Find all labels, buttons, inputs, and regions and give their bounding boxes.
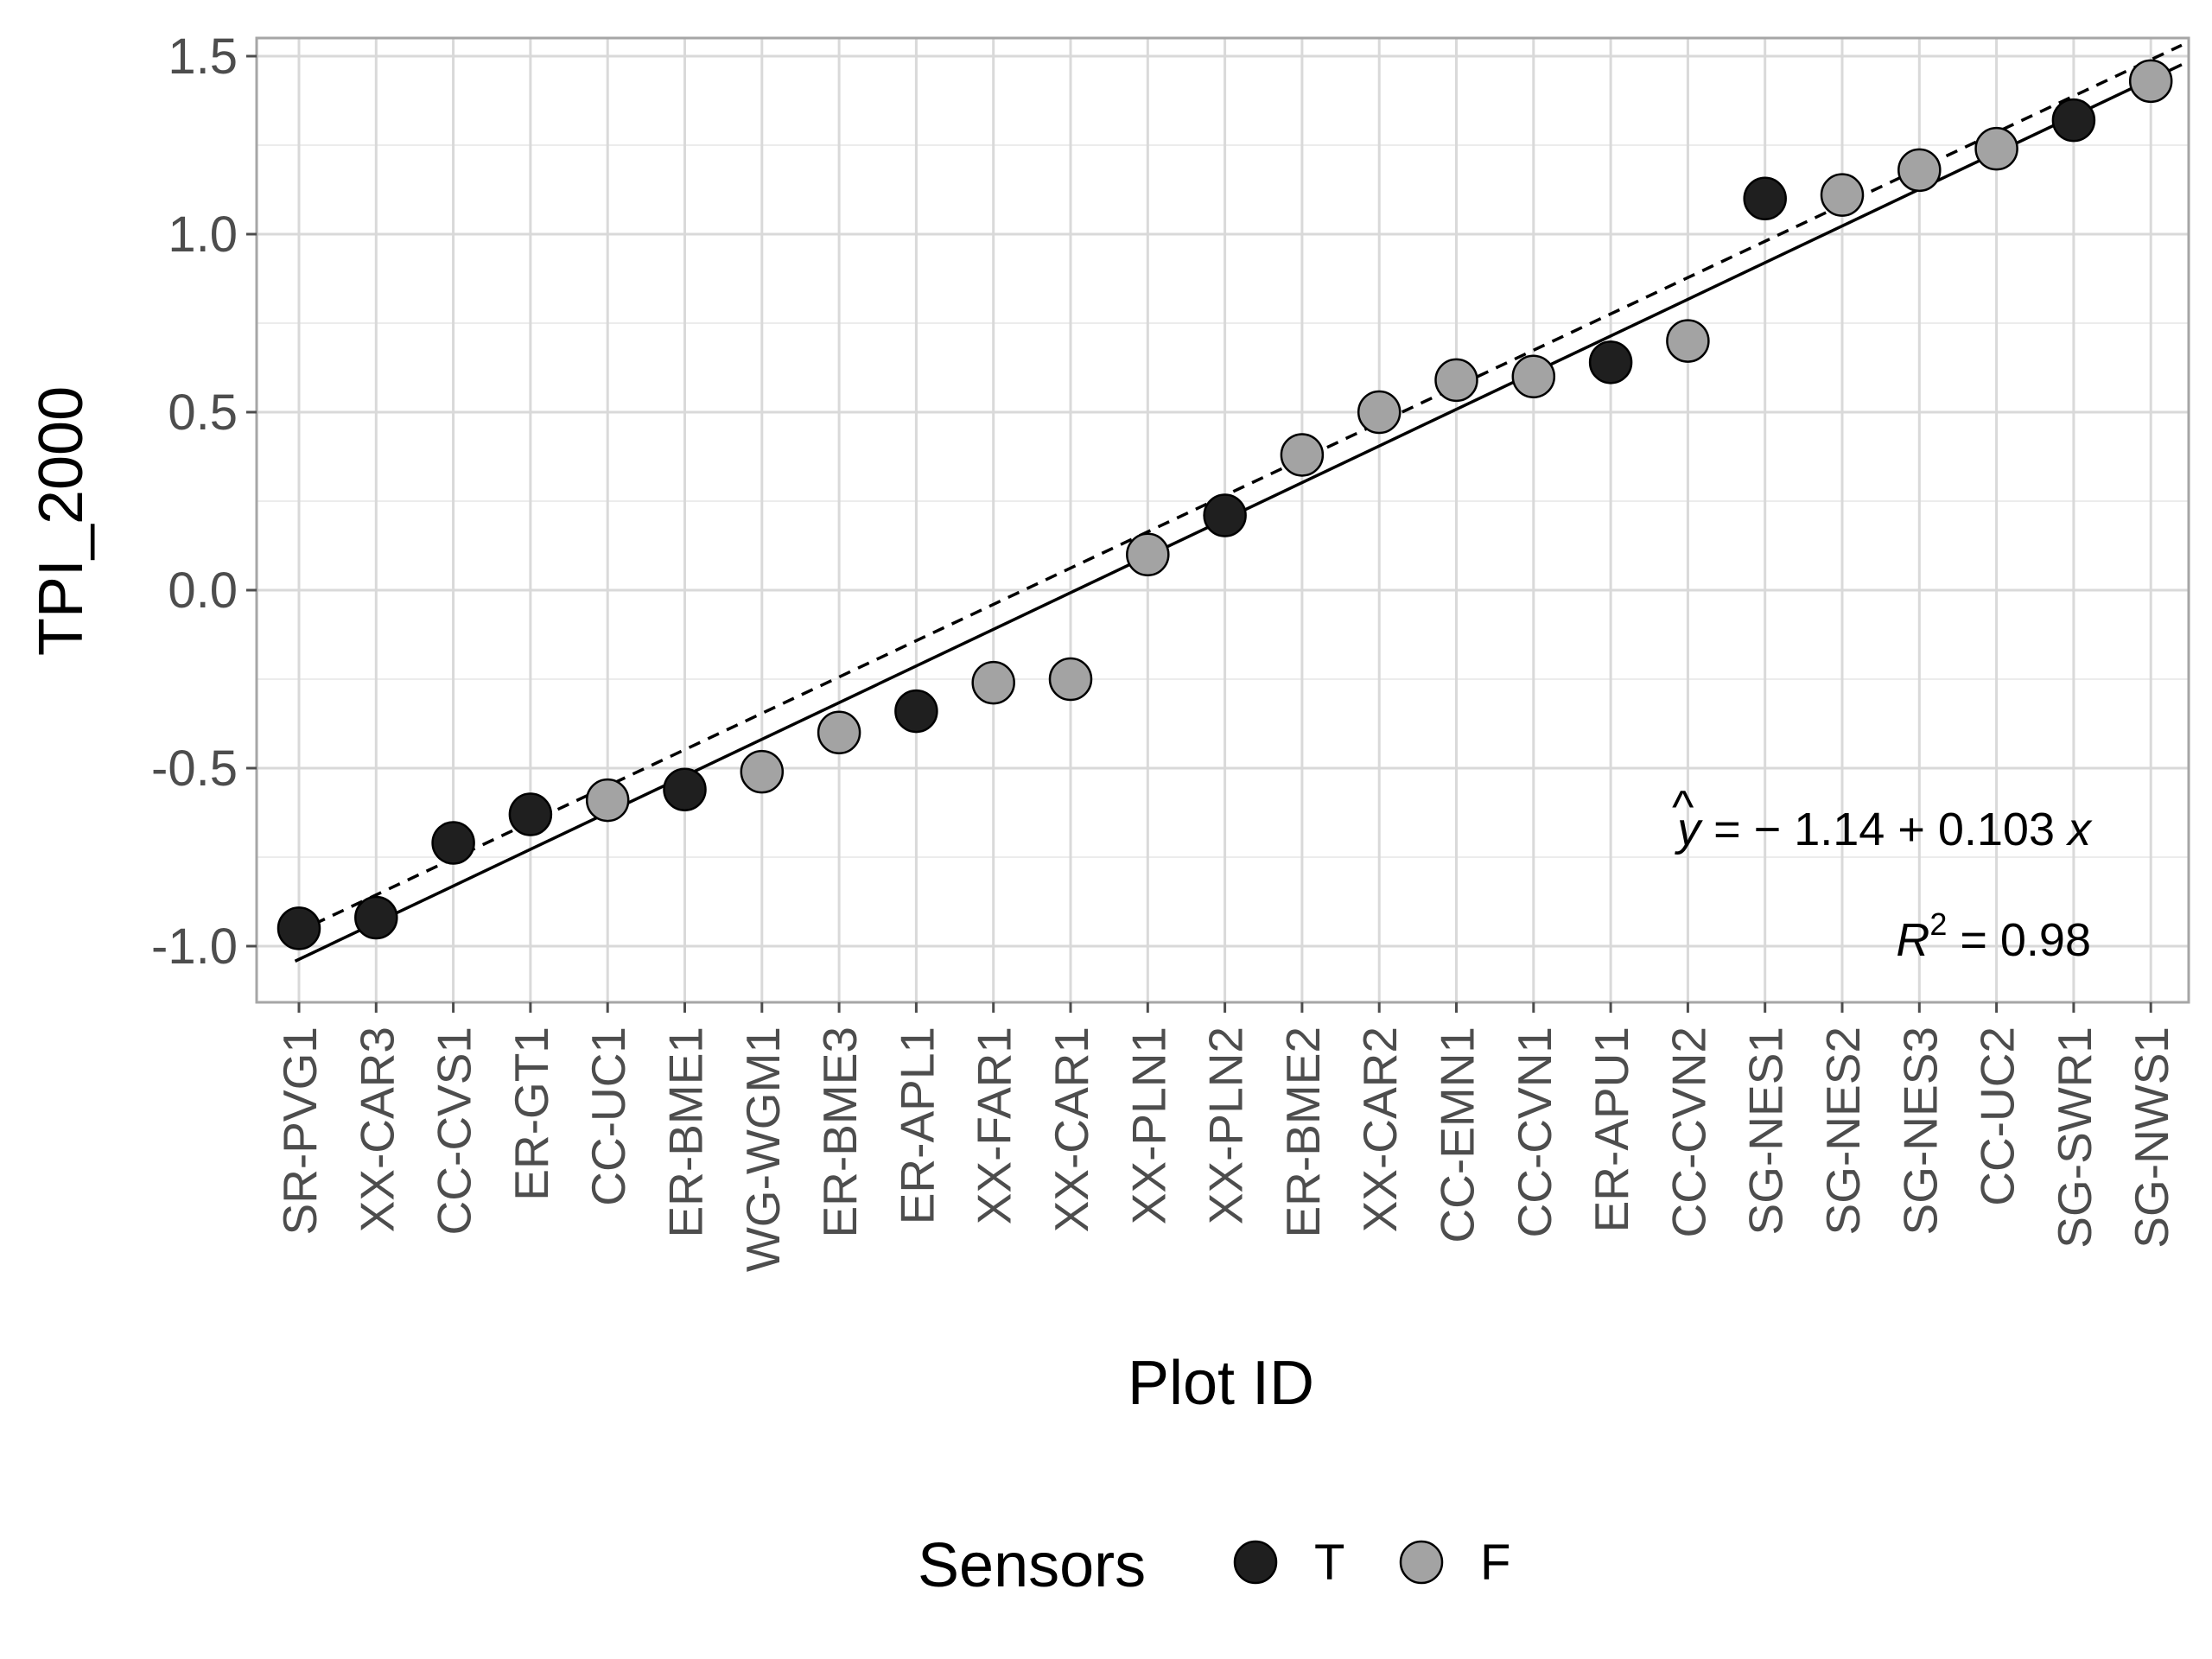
x-tick-label: SG-NES1 [1739, 1027, 1793, 1235]
y-axis-title: TPI_2000 [27, 386, 96, 656]
data-point [663, 767, 707, 811]
data-point [2128, 59, 2173, 104]
data-point [971, 660, 1015, 705]
x-tick-label: ER-APU1 [1585, 1027, 1638, 1232]
x-tick-label: CC-CVS1 [428, 1027, 481, 1235]
x-tick-label: SR-PVG1 [273, 1027, 327, 1235]
x-tick-label: SG-SWR1 [2048, 1027, 2101, 1249]
x-tick-label: XX-PLN1 [1122, 1027, 1175, 1224]
panel-border [255, 36, 2190, 1004]
x-tick-label: ER-BME2 [1276, 1027, 1330, 1238]
data-point [1511, 354, 1556, 399]
data-point [1897, 148, 1942, 193]
x-tick-label: XX-CAR2 [1353, 1027, 1407, 1232]
data-point [1588, 340, 1633, 385]
data-point [1203, 493, 1247, 537]
x-tick-label: WG-WGM1 [736, 1027, 790, 1272]
data-point [431, 821, 475, 865]
x-tick-label: ER-GT1 [505, 1027, 558, 1201]
x-tick-label: XX-PLN2 [1199, 1027, 1253, 1224]
x-tick-label: XX-FAR1 [968, 1027, 1021, 1224]
data-point [894, 689, 938, 734]
x-tick-label: ER-BME3 [813, 1027, 867, 1238]
data-point [354, 895, 398, 940]
data-point [1743, 176, 1787, 221]
x-tick-label: SG-NES3 [1893, 1027, 1947, 1235]
legend-label: T [1314, 1535, 1344, 1591]
hat-glyph: ^ [1672, 781, 1694, 833]
data-point [276, 906, 321, 950]
data-point [1048, 657, 1093, 702]
y-tick-label: -1.0 [151, 918, 238, 975]
svg-text:R2 = 0.98: R2 = 0.98 [1896, 906, 2091, 966]
legend-key-T [1233, 1540, 1278, 1585]
x-tick-label: CC-EMN1 [1431, 1027, 1484, 1243]
svg-text:y = − 1.14 + 0.103 x: y = − 1.14 + 0.103 x [1674, 804, 2093, 855]
data-point [740, 749, 785, 794]
x-tick-label: XX-CAR1 [1045, 1027, 1098, 1232]
y-axis-ticks: 1.5 1.0 0.5 0.0 -0.5 -1.0 [151, 29, 257, 975]
legend-title: Sensors [918, 1531, 1146, 1600]
x-tick-label: CC-UC1 [582, 1027, 635, 1206]
x-tick-label: ER-BME1 [659, 1027, 713, 1238]
data-point [1434, 358, 1478, 403]
y-tick-label: 0.5 [168, 385, 238, 441]
y-tick-label: 0.0 [168, 563, 238, 619]
data-point [1974, 126, 2018, 171]
y-tick-label: 1.5 [168, 29, 238, 85]
data-point [1357, 390, 1402, 435]
y-tick-label: -0.5 [151, 741, 238, 797]
x-axis-title: Plot ID [1128, 1349, 1314, 1418]
x-tick-label: CC-UC2 [1971, 1027, 2024, 1206]
data-point [817, 710, 861, 755]
y-tick-label: 1.0 [168, 207, 238, 263]
data-point [1820, 173, 1865, 217]
x-tick-label: ER-APL1 [890, 1027, 944, 1224]
x-tick-label: CC-CVN1 [1508, 1027, 1561, 1237]
legend-key-F [1399, 1540, 1444, 1585]
x-tick-label: SG-NWS1 [2125, 1027, 2178, 1249]
x-axis-ticks: SR-PVG1 XX-CAR3 CC-CVS1 ER-GT1 CC-UC1 ER-BME1… [273, 1002, 2178, 1272]
equation-annotation: y = − 1.14 + 0.103 x ^ [1672, 781, 2093, 855]
legend: Sensors T F [918, 1531, 1510, 1600]
r-squared-annotation: R2 = 0.98 [1896, 906, 2091, 966]
x-tick-label: CC-CVN2 [1662, 1027, 1715, 1237]
data-point [1666, 319, 1710, 363]
data-point [1280, 433, 1325, 477]
x-tick-label: SG-NES2 [1816, 1027, 1870, 1235]
data-point [1126, 532, 1170, 577]
legend-label: F [1480, 1535, 1510, 1591]
data-point [585, 778, 630, 823]
data-point [508, 792, 553, 836]
data-point [2051, 98, 2096, 143]
x-tick-label: XX-CAR3 [350, 1027, 404, 1232]
reference-line-dashed [294, 43, 2183, 935]
data-points [276, 59, 2173, 950]
